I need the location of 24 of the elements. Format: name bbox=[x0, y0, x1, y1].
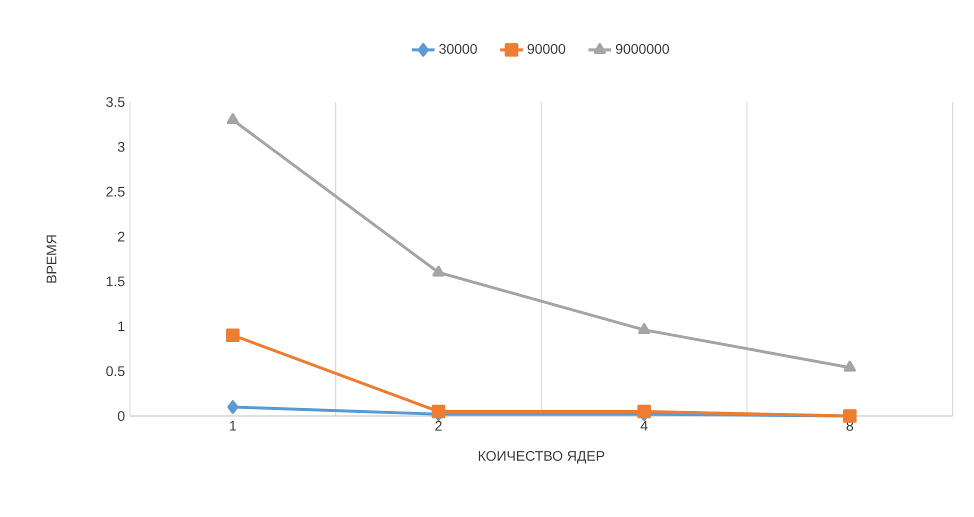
point bbox=[226, 328, 240, 342]
x-axis-title: КОИЧЕСТВО ЯДЕР bbox=[478, 450, 604, 464]
y-tick-label: 3.5 bbox=[106, 97, 124, 107]
x-tick-label: 2 bbox=[435, 420, 442, 431]
point bbox=[227, 400, 238, 414]
y-tick-label: 0 bbox=[118, 411, 125, 421]
y-tick-label: 2 bbox=[118, 232, 124, 242]
point bbox=[637, 404, 651, 418]
x-tick-label: 4 bbox=[640, 420, 648, 431]
y-axis-title: ВРЕМЯ bbox=[46, 235, 56, 283]
point bbox=[226, 113, 239, 124]
legend-label: 30000 bbox=[439, 44, 477, 54]
point bbox=[432, 266, 445, 277]
x-tick-label: 1 bbox=[230, 420, 236, 431]
legend-label: 9000000 bbox=[616, 44, 670, 54]
y-tick-label: 0.5 bbox=[106, 366, 124, 376]
legend-label: 90000 bbox=[528, 44, 566, 54]
point bbox=[432, 404, 446, 418]
y-tick-label: 2.5 bbox=[106, 186, 124, 197]
y-tick-label: 3 bbox=[118, 142, 124, 152]
point bbox=[844, 360, 856, 372]
point bbox=[638, 323, 650, 334]
y-tick-label: 1.5 bbox=[106, 276, 124, 286]
y-tick-label: 1 bbox=[118, 322, 124, 332]
